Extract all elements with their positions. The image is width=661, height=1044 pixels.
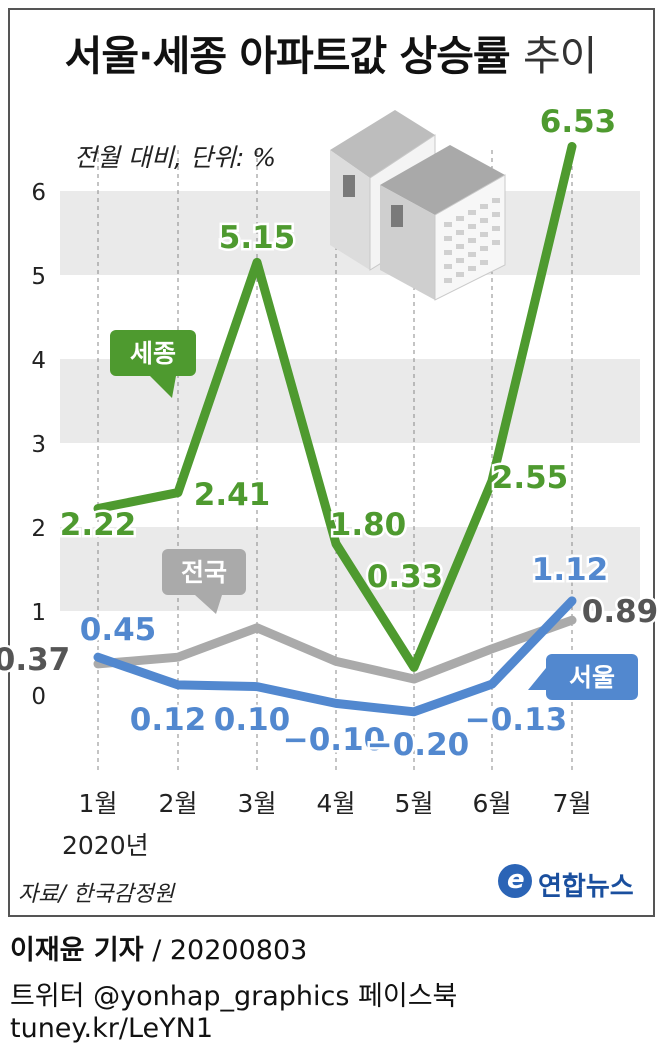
sejong-label-6: 2.55 [492, 460, 569, 496]
sejong-point-1 [96, 507, 100, 511]
series-lines [93, 142, 577, 717]
series-tags: 세종 전국 서울 [110, 330, 638, 700]
national-point-1 [96, 662, 100, 666]
sejong-point-2 [176, 491, 180, 495]
title-bold: 서울·세종 아파트값 상승률 [64, 32, 511, 80]
seoul-label-7: 1.12 [532, 552, 609, 588]
seoul-label-3: 0.10 [214, 702, 291, 738]
seoul-label-6: −0.13 [465, 702, 567, 738]
national-point-3 [255, 626, 259, 630]
sejong-tag-label: 세종 [130, 339, 176, 368]
sejong-point-3 [255, 260, 259, 264]
national-point-2 [176, 655, 180, 659]
seoul-point-5 [412, 710, 416, 714]
seoul-point-3 [255, 685, 259, 689]
value-labels: 2.22 2.41 5.15 1.80 0.33 2.55 6.53 0.37 0.89 0.45… [0, 102, 661, 766]
source-credit: 자료/ 한국감정원 [18, 882, 175, 907]
y-tick-1: 1 [31, 600, 46, 626]
seoul-tag: 서울 [528, 654, 638, 700]
national-point-7 [570, 618, 574, 622]
sejong-label-7: 6.53 [540, 104, 617, 140]
title-light: 추이 [522, 32, 597, 80]
x-tick-4: 4월 [317, 789, 356, 818]
y-tick-6: 6 [31, 180, 46, 206]
unit-note: 전월 대비, 단위: % [74, 143, 276, 172]
national-tag: 전국 [162, 549, 246, 614]
sejong-point-7 [570, 144, 574, 148]
x-tick-3: 3월 [238, 789, 277, 818]
x-tick-labels: 1월 2월 3월 4월 5월 6월 7월 [79, 789, 592, 818]
y-tick-5: 5 [31, 264, 46, 290]
x-tick-5: 5월 [395, 789, 434, 818]
seoul-point-7 [570, 599, 574, 603]
apartment-building-illustration [330, 110, 506, 301]
y-tick-labels: 0 1 2 3 4 5 6 [31, 180, 46, 710]
national-tag-label: 전국 [181, 558, 227, 587]
year-label: 2020년 [62, 831, 149, 860]
y-tick-2: 2 [31, 516, 46, 542]
seoul-label-1: 0.45 [80, 612, 157, 648]
footer-sns: 트위터 @yonhap_graphics 페이스북 tuney.kr/LeYN1 [10, 981, 458, 1044]
y-tick-4: 4 [31, 348, 46, 374]
sejong-label-3: 5.15 [219, 220, 296, 256]
y-tick-3: 3 [31, 432, 46, 458]
sejong-label-2: 2.41 [194, 477, 271, 513]
seoul-label-2: 0.12 [130, 702, 207, 738]
reporter-name: 이재윤 기자 [10, 935, 144, 966]
sejong-tag: 세종 [110, 330, 196, 398]
seoul-point-1 [96, 655, 100, 659]
publish-date: / 20200803 [152, 935, 308, 966]
yonhap-logo-text: 연합뉴스 [538, 872, 634, 902]
sejong-point-4 [334, 542, 338, 546]
sejong-point-5 [412, 665, 416, 669]
sejong-point-6 [490, 479, 494, 483]
x-tick-6: 6월 [473, 789, 512, 818]
national-label-1: 0.37 [0, 642, 70, 678]
seoul-label-4: −0.10 [283, 722, 385, 758]
seoul-label-5: −0.20 [367, 727, 469, 763]
sejong-label-4: 1.80 [330, 507, 407, 543]
seoul-point-2 [176, 683, 180, 687]
sejong-label-5: 0.33 [367, 559, 444, 595]
national-point-6 [490, 647, 494, 651]
chart-title: 서울·세종 아파트값 상승률 추이 [0, 22, 661, 82]
yonhap-logo-icon: e [498, 864, 532, 898]
national-label-7: 0.89 [582, 594, 659, 630]
x-tick-2: 2월 [159, 789, 198, 818]
national-point-4 [334, 659, 338, 663]
national-point-5 [412, 677, 416, 681]
seoul-point-6 [490, 682, 494, 686]
footer-byline: 이재윤 기자 / 20200803 [10, 928, 307, 967]
seoul-tag-label: 서울 [569, 663, 615, 692]
x-tick-7: 7월 [553, 789, 592, 818]
x-tick-1: 1월 [79, 789, 118, 818]
yonhap-logo: e 연합뉴스 [498, 862, 648, 902]
seoul-point-4 [334, 701, 338, 705]
y-tick-0: 0 [31, 684, 46, 710]
sejong-label-1: 2.22 [60, 507, 137, 543]
